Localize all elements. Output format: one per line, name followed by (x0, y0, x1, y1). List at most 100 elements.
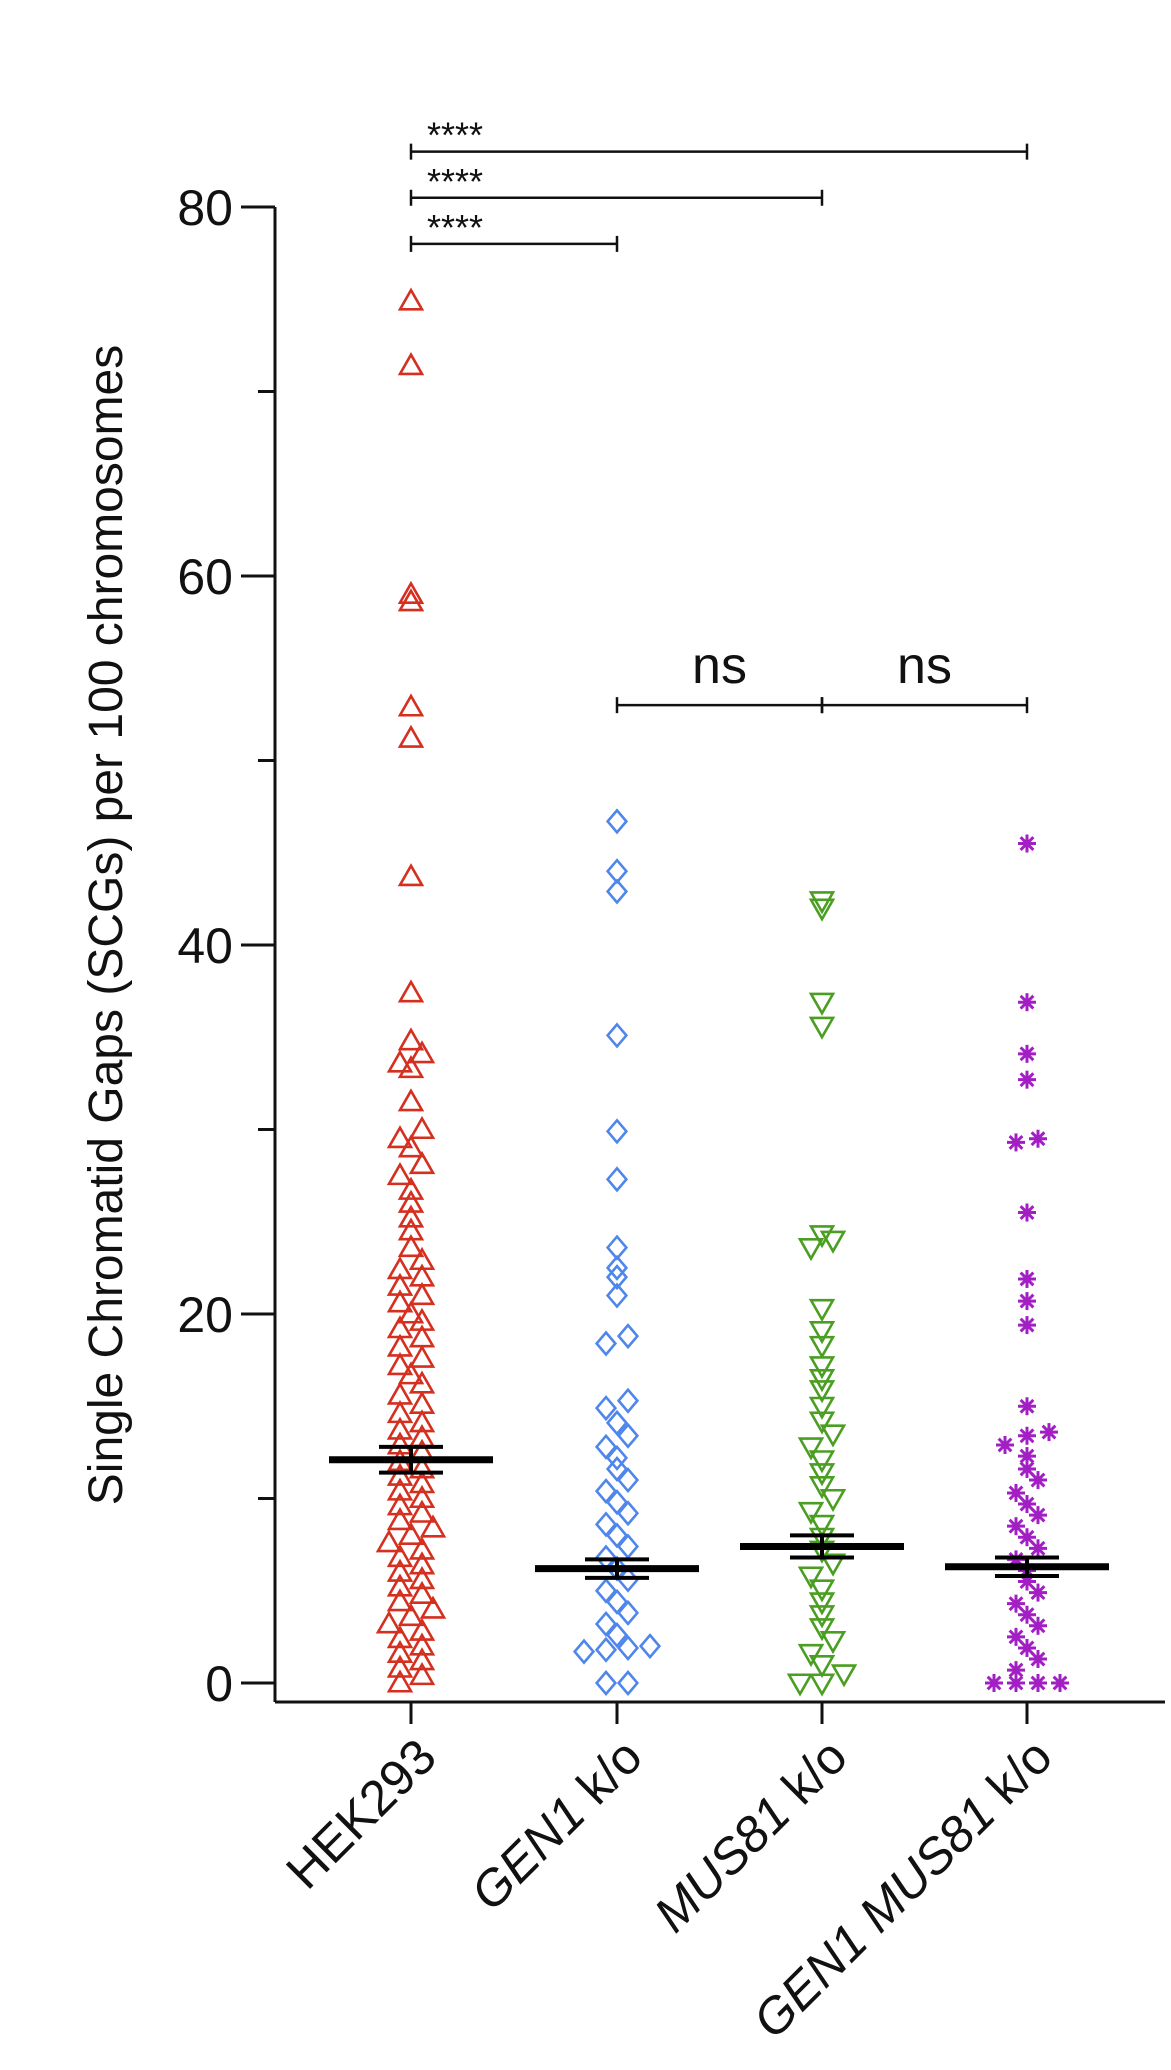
data-point (1007, 1661, 1025, 1680)
data-point (616, 1500, 640, 1527)
data-point (808, 891, 836, 915)
data-point (1029, 1471, 1047, 1490)
data-point (1029, 1650, 1047, 1669)
data-point (797, 1238, 825, 1262)
data-point (1029, 1583, 1047, 1602)
data-point (1029, 1539, 1047, 1558)
significance-label: **** (427, 161, 483, 202)
data-point (808, 1514, 836, 1538)
y-tick-label: 80 (177, 180, 233, 236)
data-point (1007, 1594, 1025, 1613)
data-point (408, 1409, 436, 1433)
data-point (1007, 1627, 1025, 1646)
y-axis: 0 20 40 60 80 (177, 180, 277, 1712)
data-point (594, 1511, 618, 1538)
data-point (808, 1605, 836, 1629)
data-point (808, 1356, 836, 1380)
data-point (408, 1536, 436, 1560)
data-point (408, 1617, 436, 1641)
data-point (1018, 1426, 1036, 1445)
series-hek293 (375, 287, 447, 1693)
data-point (808, 1592, 836, 1616)
data-point (797, 1501, 825, 1526)
data-point (594, 1669, 618, 1697)
data-point (786, 1673, 814, 1697)
significance-bracket: **** (409, 115, 1029, 160)
data-point (605, 1522, 629, 1549)
data-point (408, 1307, 436, 1331)
data-point (605, 1409, 629, 1436)
significance-label: **** (427, 115, 483, 156)
y-axis-label: Single Chromatid Gaps (SCGs) per 100 chr… (80, 345, 133, 1505)
data-point (408, 1115, 436, 1140)
data-point (386, 1400, 414, 1424)
data-point (605, 1118, 629, 1145)
data-point (397, 724, 425, 748)
data-point (797, 1643, 825, 1668)
data-point (808, 1016, 836, 1040)
data-point (397, 1088, 425, 1112)
data-point (397, 1217, 425, 1241)
data-point (1018, 1070, 1036, 1089)
data-point (408, 1281, 436, 1306)
data-point (594, 1610, 618, 1637)
data-point (594, 1478, 618, 1505)
significance-bracket: ns (615, 637, 824, 714)
data-point (386, 1272, 414, 1296)
significance-brackets: **** **** **** ns ns (409, 115, 1029, 714)
data-point (616, 1599, 640, 1626)
data-point (808, 1476, 836, 1500)
data-points (375, 287, 1069, 1697)
data-point (605, 808, 629, 835)
data-point (594, 1577, 618, 1604)
data-point (616, 1422, 640, 1449)
data-point (605, 1254, 629, 1281)
data-point (1029, 1616, 1047, 1635)
data-point (408, 1580, 436, 1604)
data-point (386, 1416, 414, 1440)
data-point (386, 1492, 414, 1516)
data-point (1018, 1316, 1036, 1335)
data-point (808, 1335, 836, 1359)
data-point (605, 1022, 629, 1049)
data-point (386, 1256, 414, 1280)
data-point (386, 1669, 414, 1693)
data-point (808, 1579, 836, 1603)
data-point (386, 1654, 414, 1678)
data-point (797, 1437, 825, 1461)
data-point (830, 1664, 858, 1688)
data-point (397, 1521, 425, 1545)
data-point (808, 1321, 836, 1345)
data-point (616, 1467, 640, 1494)
data-point (797, 1566, 825, 1590)
data-point (397, 588, 425, 612)
data-point (605, 1444, 629, 1471)
data-point (386, 1588, 414, 1612)
data-point (408, 1150, 436, 1175)
data-point (408, 1344, 436, 1368)
data-point (408, 1499, 436, 1523)
data-point (386, 1558, 414, 1582)
data-point (386, 1352, 414, 1376)
data-point (408, 1040, 436, 1064)
data-point (397, 1189, 425, 1213)
y-tick-label: 0 (205, 1656, 233, 1712)
data-point (408, 1566, 436, 1590)
data-point (1051, 1674, 1069, 1692)
data-point (386, 1639, 414, 1664)
data-point (397, 1054, 425, 1079)
data-point (605, 1282, 629, 1309)
data-point (397, 287, 425, 311)
data-point (819, 1488, 847, 1513)
data-point (808, 898, 836, 922)
data-point (808, 1673, 836, 1697)
data-point (408, 1647, 436, 1671)
data-point (386, 1162, 414, 1186)
data-point (408, 1632, 436, 1656)
data-point (397, 1300, 425, 1324)
data-point (397, 693, 425, 717)
data-point (605, 1166, 629, 1193)
data-point (819, 1553, 847, 1577)
